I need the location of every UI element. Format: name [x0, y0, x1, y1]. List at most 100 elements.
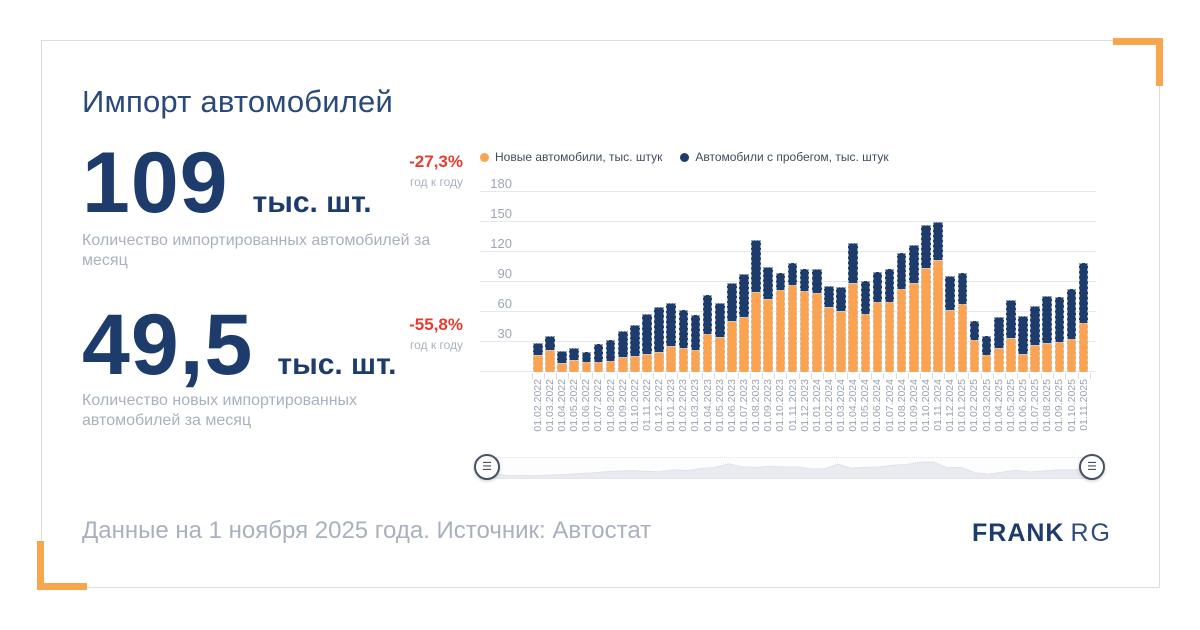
bar-segment-used-01.11.2023[interactable] [787, 263, 798, 285]
bar-segment-used-01.01.2024[interactable] [811, 269, 822, 293]
bar-segment-new-01.06.2023[interactable] [727, 321, 737, 372]
bar-segment-used-01.04.2022[interactable] [557, 351, 567, 363]
bar-segment-new-01.07.2022[interactable] [593, 362, 604, 372]
bar-segment-new-01.03.2022[interactable] [545, 350, 555, 372]
bar-segment-used-01.08.2023[interactable] [751, 240, 761, 292]
range-slider-right-handle[interactable]: ☰ [1079, 454, 1105, 480]
bar-segment-used-01.03.2025[interactable] [981, 336, 992, 355]
bar-segment-new-01.05.2022[interactable] [569, 360, 579, 372]
bar-segment-new-01.11.2024[interactable] [933, 260, 943, 372]
bar-segment-new-01.06.2024[interactable] [872, 302, 883, 372]
bar-segment-new-01.02.2023[interactable] [678, 348, 689, 372]
x-axis-tick [653, 373, 654, 379]
range-slider-track[interactable] [480, 457, 1098, 479]
bar-segment-used-01.11.2025[interactable] [1078, 263, 1089, 323]
bar-segment-used-01.10.2024[interactable] [921, 225, 931, 268]
bar-segment-new-01.05.2025[interactable] [1006, 338, 1016, 372]
bar-segment-new-01.08.2023[interactable] [751, 292, 761, 372]
bar-segment-new-01.04.2024[interactable] [848, 283, 858, 372]
legend-item-new-cars[interactable]: Новые автомобили, тыс. штук [480, 150, 662, 164]
bar-segment-new-01.11.2023[interactable] [787, 285, 798, 372]
bar-segment-new-01.02.2025[interactable] [969, 340, 980, 372]
bar-segment-used-01.12.2022[interactable] [654, 307, 664, 352]
bar-segment-used-01.12.2024[interactable] [945, 276, 955, 310]
bar-segment-used-01.08.2025[interactable] [1042, 296, 1053, 343]
bar-segment-new-01.04.2025[interactable] [993, 348, 1004, 372]
bar-segment-new-01.08.2024[interactable] [896, 289, 907, 372]
bar-segment-new-01.12.2022[interactable] [654, 352, 664, 372]
bar-segment-new-01.05.2023[interactable] [714, 337, 725, 372]
bar-segment-used-01.11.2022[interactable] [642, 314, 652, 354]
bar-segment-new-01.09.2024[interactable] [909, 283, 919, 372]
bar-segment-new-01.08.2022[interactable] [605, 361, 616, 372]
bar-segment-new-01.01.2024[interactable] [811, 293, 822, 372]
bar-segment-new-01.10.2022[interactable] [630, 356, 640, 372]
bar-segment-new-01.10.2023[interactable] [775, 290, 786, 372]
bar-segment-new-01.10.2025[interactable] [1066, 339, 1077, 372]
bar-segment-new-01.07.2025[interactable] [1030, 345, 1040, 372]
bar-segment-used-01.01.2025[interactable] [957, 273, 968, 304]
bar-segment-new-01.03.2024[interactable] [836, 311, 846, 372]
bar-segment-used-01.03.2024[interactable] [836, 287, 846, 311]
bar-segment-new-01.05.2024[interactable] [860, 314, 871, 372]
bar-segment-used-01.02.2025[interactable] [969, 321, 980, 340]
bar-segment-new-01.02.2024[interactable] [824, 307, 834, 372]
bar-segment-used-01.04.2025[interactable] [993, 317, 1004, 348]
bar-segment-used-01.02.2022[interactable] [533, 343, 543, 355]
bar-segment-used-01.02.2023[interactable] [678, 310, 689, 348]
bar-segment-new-01.02.2022[interactable] [533, 355, 543, 372]
bar-segment-used-01.05.2024[interactable] [860, 281, 871, 314]
stat-new-delta-block: -55,8% год к году [338, 315, 463, 352]
bar-segment-new-01.03.2023[interactable] [690, 350, 701, 372]
bar-segment-new-01.04.2022[interactable] [557, 363, 567, 372]
bar-segment-new-01.11.2025[interactable] [1078, 322, 1089, 372]
bar-segment-used-01.07.2023[interactable] [739, 274, 749, 317]
bar-segment-used-01.05.2025[interactable] [1006, 300, 1016, 338]
bar-segment-used-01.10.2025[interactable] [1066, 289, 1077, 339]
bar-segment-used-01.07.2024[interactable] [884, 269, 895, 302]
bar-segment-new-01.12.2024[interactable] [945, 310, 955, 372]
bar-segment-used-01.12.2023[interactable] [799, 269, 810, 291]
bar-segment-used-01.03.2023[interactable] [690, 315, 701, 350]
legend-item-used-cars[interactable]: Автомобили с пробегом, тыс. штук [680, 150, 889, 164]
bar-segment-new-01.12.2023[interactable] [799, 291, 810, 372]
bar-segment-new-01.06.2022[interactable] [581, 362, 592, 372]
bar-segment-new-01.03.2025[interactable] [981, 355, 992, 372]
bar-segment-new-01.08.2025[interactable] [1042, 343, 1053, 372]
bar-segment-new-01.09.2022[interactable] [617, 357, 628, 372]
bar-segment-new-01.01.2023[interactable] [666, 346, 677, 372]
bar-segment-used-01.01.2023[interactable] [666, 303, 677, 346]
bar-segment-new-01.07.2024[interactable] [884, 302, 895, 372]
bar-segment-used-01.05.2022[interactable] [569, 348, 579, 360]
bar-segment-new-01.10.2024[interactable] [921, 268, 931, 372]
bar-segment-used-01.05.2023[interactable] [714, 303, 725, 337]
bar-segment-used-01.06.2023[interactable] [727, 283, 737, 321]
bar-segment-used-01.09.2023[interactable] [763, 267, 774, 299]
bar-segment-used-01.09.2025[interactable] [1054, 297, 1065, 342]
bar-segment-new-01.06.2025[interactable] [1018, 354, 1028, 372]
bar-segment-new-01.07.2023[interactable] [739, 317, 749, 372]
bar-segment-used-01.09.2024[interactable] [909, 245, 919, 283]
bar-segment-used-01.06.2022[interactable] [581, 352, 592, 362]
bar-segment-new-01.09.2023[interactable] [763, 299, 774, 372]
bar-segment-used-01.06.2024[interactable] [872, 272, 883, 302]
bar-segment-used-01.08.2022[interactable] [605, 340, 616, 361]
bar-segment-used-01.04.2024[interactable] [848, 243, 858, 283]
bar-segment-used-01.07.2022[interactable] [593, 344, 604, 362]
bar-segment-used-01.07.2025[interactable] [1030, 306, 1040, 345]
bar-segment-used-01.06.2025[interactable] [1018, 316, 1028, 354]
bar-segment-new-01.01.2025[interactable] [957, 304, 968, 372]
bar-segment-used-01.09.2022[interactable] [617, 331, 628, 357]
range-slider-left-handle[interactable]: ☰ [474, 454, 500, 480]
bar-segment-used-01.03.2022[interactable] [545, 336, 555, 350]
x-axis-tick [531, 373, 533, 379]
bar-segment-used-01.02.2024[interactable] [824, 286, 834, 307]
bar-segment-used-01.10.2022[interactable] [630, 325, 640, 356]
bar-segment-used-01.11.2024[interactable] [933, 222, 943, 260]
bar-segment-new-01.11.2022[interactable] [642, 354, 652, 372]
bar-segment-used-01.10.2023[interactable] [775, 273, 786, 290]
bar-segment-used-01.04.2023[interactable] [702, 295, 713, 334]
bar-segment-new-01.04.2023[interactable] [702, 334, 713, 372]
bar-segment-new-01.09.2025[interactable] [1054, 342, 1065, 372]
bar-segment-used-01.08.2024[interactable] [896, 253, 907, 289]
